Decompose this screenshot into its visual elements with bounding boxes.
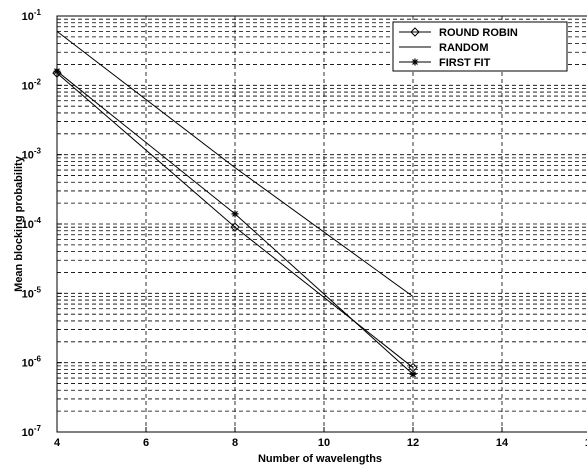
y-tick-label: 10-4 bbox=[22, 216, 42, 231]
x-tick-label: 12 bbox=[407, 437, 419, 449]
y-tick-exponent: -4 bbox=[34, 216, 42, 225]
x-tick-label: 16 bbox=[585, 437, 587, 449]
legend-marker bbox=[410, 27, 420, 37]
plot-frame bbox=[56, 15, 587, 433]
y-axis-label: Mean blocking probability bbox=[13, 155, 25, 292]
series-line bbox=[56, 30, 414, 297]
y-tick-label: 10-3 bbox=[22, 147, 42, 162]
y-tick-label: 10-5 bbox=[22, 285, 42, 300]
legend-label: ROUND ROBIN bbox=[439, 27, 518, 39]
x-axis-label: Number of wavelengths bbox=[258, 453, 382, 465]
marker bbox=[231, 210, 239, 218]
y-tick-exponent: -1 bbox=[34, 8, 42, 17]
x-tick-label: 10 bbox=[318, 437, 330, 449]
y-tick-exponent: -2 bbox=[34, 77, 42, 86]
marker bbox=[53, 67, 61, 75]
legend-label: RANDOM bbox=[439, 42, 489, 54]
y-tick-exponent: -3 bbox=[34, 147, 42, 156]
marker bbox=[230, 222, 240, 232]
y-tick-label: 10-1 bbox=[22, 8, 42, 23]
x-tick-label: 4 bbox=[54, 437, 61, 449]
x-tick-label: 6 bbox=[143, 437, 149, 449]
y-tick-label: 10-6 bbox=[22, 355, 42, 370]
y-tick-exponent: -5 bbox=[34, 285, 42, 294]
y-tick-exponent: -7 bbox=[34, 424, 42, 433]
y-tick-label: 10-2 bbox=[22, 77, 42, 92]
y-tick-label: 10-7 bbox=[22, 424, 42, 439]
legend-label: FIRST FIT bbox=[439, 57, 491, 69]
marker bbox=[52, 68, 62, 78]
marker bbox=[409, 370, 417, 378]
x-tick-label: 14 bbox=[496, 437, 509, 449]
y-tick-exponent: -6 bbox=[34, 355, 42, 364]
x-tick-label: 8 bbox=[232, 437, 238, 449]
legend-marker bbox=[411, 58, 419, 66]
